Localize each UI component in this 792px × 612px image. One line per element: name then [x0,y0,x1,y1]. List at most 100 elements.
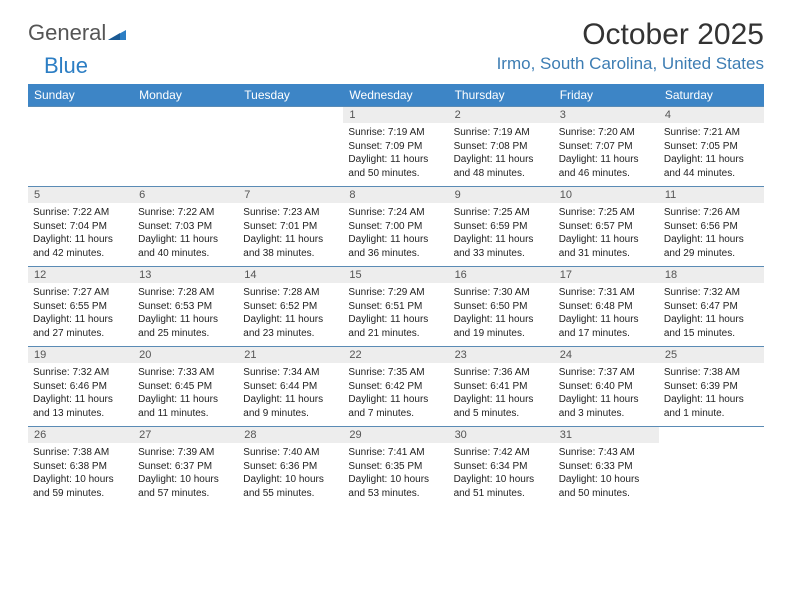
day-number: 31 [554,427,659,443]
day-details: Sunrise: 7:26 AMSunset: 6:56 PMDaylight:… [659,203,764,266]
header-right: October 2025 Irmo, South Carolina, Unite… [497,18,764,74]
calendar-day-cell: 18Sunrise: 7:32 AMSunset: 6:47 PMDayligh… [659,267,764,347]
weekday-header-cell: Thursday [449,84,554,107]
day-details: Sunrise: 7:39 AMSunset: 6:37 PMDaylight:… [133,443,238,506]
day-details: Sunrise: 7:34 AMSunset: 6:44 PMDaylight:… [238,363,343,426]
day-number: 21 [238,347,343,363]
weekday-header-cell: Friday [554,84,659,107]
day-number: 16 [449,267,554,283]
calendar-day-cell: 14Sunrise: 7:28 AMSunset: 6:52 PMDayligh… [238,267,343,347]
day-number: 27 [133,427,238,443]
weekday-header-cell: Sunday [28,84,133,107]
day-details [238,123,343,183]
calendar-week-row: 12Sunrise: 7:27 AMSunset: 6:55 PMDayligh… [28,267,764,347]
calendar-day-cell: 27Sunrise: 7:39 AMSunset: 6:37 PMDayligh… [133,427,238,507]
calendar-day-cell: 24Sunrise: 7:37 AMSunset: 6:40 PMDayligh… [554,347,659,427]
day-number: 15 [343,267,448,283]
day-number: 10 [554,187,659,203]
day-number: 1 [343,107,448,123]
day-details: Sunrise: 7:36 AMSunset: 6:41 PMDaylight:… [449,363,554,426]
day-details [133,123,238,183]
calendar-day-cell: 19Sunrise: 7:32 AMSunset: 6:46 PMDayligh… [28,347,133,427]
day-details: Sunrise: 7:30 AMSunset: 6:50 PMDaylight:… [449,283,554,346]
weekday-header-row: SundayMondayTuesdayWednesdayThursdayFrid… [28,84,764,107]
day-number [238,107,343,123]
day-number: 24 [554,347,659,363]
brand-logo: General Blue [28,22,126,78]
calendar-day-cell: 26Sunrise: 7:38 AMSunset: 6:38 PMDayligh… [28,427,133,507]
calendar-day-cell: 1Sunrise: 7:19 AMSunset: 7:09 PMDaylight… [343,107,448,187]
day-number: 11 [659,187,764,203]
day-number: 2 [449,107,554,123]
calendar-week-row: 5Sunrise: 7:22 AMSunset: 7:04 PMDaylight… [28,187,764,267]
calendar-day-cell: 6Sunrise: 7:22 AMSunset: 7:03 PMDaylight… [133,187,238,267]
day-number: 4 [659,107,764,123]
calendar-day-cell: 7Sunrise: 7:23 AMSunset: 7:01 PMDaylight… [238,187,343,267]
calendar-day-cell: 3Sunrise: 7:20 AMSunset: 7:07 PMDaylight… [554,107,659,187]
calendar-table: SundayMondayTuesdayWednesdayThursdayFrid… [28,84,764,506]
calendar-day-cell: 23Sunrise: 7:36 AMSunset: 6:41 PMDayligh… [449,347,554,427]
day-details: Sunrise: 7:38 AMSunset: 6:39 PMDaylight:… [659,363,764,426]
day-number: 14 [238,267,343,283]
day-details [659,443,764,503]
calendar-week-row: 1Sunrise: 7:19 AMSunset: 7:09 PMDaylight… [28,107,764,187]
calendar-day-cell: 17Sunrise: 7:31 AMSunset: 6:48 PMDayligh… [554,267,659,347]
day-number: 26 [28,427,133,443]
calendar-day-cell: 22Sunrise: 7:35 AMSunset: 6:42 PMDayligh… [343,347,448,427]
day-number: 18 [659,267,764,283]
day-number: 9 [449,187,554,203]
calendar-day-cell: 16Sunrise: 7:30 AMSunset: 6:50 PMDayligh… [449,267,554,347]
day-details: Sunrise: 7:40 AMSunset: 6:36 PMDaylight:… [238,443,343,506]
day-number: 19 [28,347,133,363]
calendar-day-cell [659,427,764,507]
day-details: Sunrise: 7:32 AMSunset: 6:46 PMDaylight:… [28,363,133,426]
day-details: Sunrise: 7:23 AMSunset: 7:01 PMDaylight:… [238,203,343,266]
calendar-day-cell [238,107,343,187]
calendar-day-cell: 28Sunrise: 7:40 AMSunset: 6:36 PMDayligh… [238,427,343,507]
weekday-header-cell: Wednesday [343,84,448,107]
day-number: 5 [28,187,133,203]
day-details: Sunrise: 7:31 AMSunset: 6:48 PMDaylight:… [554,283,659,346]
calendar-day-cell: 2Sunrise: 7:19 AMSunset: 7:08 PMDaylight… [449,107,554,187]
day-details: Sunrise: 7:33 AMSunset: 6:45 PMDaylight:… [133,363,238,426]
day-details: Sunrise: 7:37 AMSunset: 6:40 PMDaylight:… [554,363,659,426]
day-details [28,123,133,183]
calendar-day-cell: 15Sunrise: 7:29 AMSunset: 6:51 PMDayligh… [343,267,448,347]
day-details: Sunrise: 7:32 AMSunset: 6:47 PMDaylight:… [659,283,764,346]
calendar-day-cell: 29Sunrise: 7:41 AMSunset: 6:35 PMDayligh… [343,427,448,507]
day-number: 12 [28,267,133,283]
day-details: Sunrise: 7:25 AMSunset: 6:57 PMDaylight:… [554,203,659,266]
day-number: 28 [238,427,343,443]
day-number: 22 [343,347,448,363]
day-number: 30 [449,427,554,443]
calendar-day-cell [28,107,133,187]
calendar-day-cell: 13Sunrise: 7:28 AMSunset: 6:53 PMDayligh… [133,267,238,347]
month-title: October 2025 [497,18,764,52]
day-number: 20 [133,347,238,363]
location-text: Irmo, South Carolina, United States [497,54,764,74]
day-details: Sunrise: 7:35 AMSunset: 6:42 PMDaylight:… [343,363,448,426]
calendar-day-cell: 11Sunrise: 7:26 AMSunset: 6:56 PMDayligh… [659,187,764,267]
page-header: General Blue October 2025 Irmo, South Ca… [28,18,764,78]
logo-word1: General [28,20,106,45]
day-details: Sunrise: 7:19 AMSunset: 7:09 PMDaylight:… [343,123,448,186]
calendar-day-cell: 30Sunrise: 7:42 AMSunset: 6:34 PMDayligh… [449,427,554,507]
day-details: Sunrise: 7:29 AMSunset: 6:51 PMDaylight:… [343,283,448,346]
day-number: 17 [554,267,659,283]
day-details: Sunrise: 7:28 AMSunset: 6:52 PMDaylight:… [238,283,343,346]
weekday-header-cell: Tuesday [238,84,343,107]
day-number: 8 [343,187,448,203]
day-number: 7 [238,187,343,203]
logo-word2: Blue [44,53,88,78]
calendar-day-cell: 8Sunrise: 7:24 AMSunset: 7:00 PMDaylight… [343,187,448,267]
day-details: Sunrise: 7:22 AMSunset: 7:04 PMDaylight:… [28,203,133,266]
day-details: Sunrise: 7:28 AMSunset: 6:53 PMDaylight:… [133,283,238,346]
calendar-day-cell: 5Sunrise: 7:22 AMSunset: 7:04 PMDaylight… [28,187,133,267]
day-details: Sunrise: 7:22 AMSunset: 7:03 PMDaylight:… [133,203,238,266]
day-details: Sunrise: 7:42 AMSunset: 6:34 PMDaylight:… [449,443,554,506]
weekday-header-cell: Saturday [659,84,764,107]
calendar-day-cell: 20Sunrise: 7:33 AMSunset: 6:45 PMDayligh… [133,347,238,427]
weekday-header-cell: Monday [133,84,238,107]
day-number [659,427,764,443]
calendar-day-cell: 9Sunrise: 7:25 AMSunset: 6:59 PMDaylight… [449,187,554,267]
